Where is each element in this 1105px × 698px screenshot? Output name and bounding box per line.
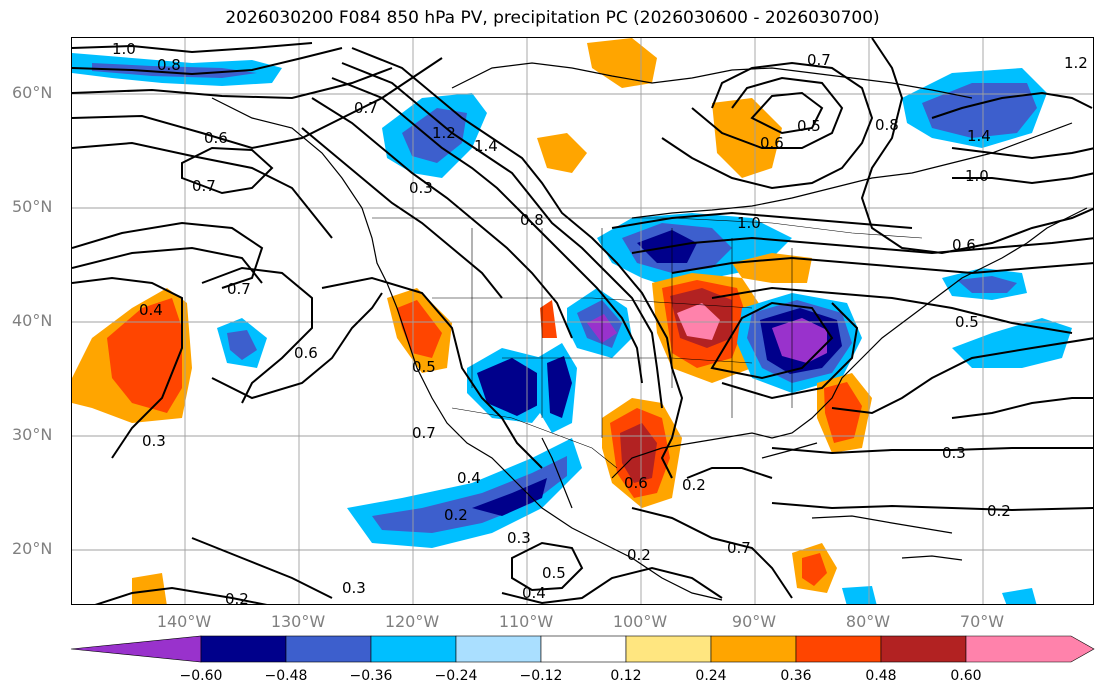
colorbar-cell [200, 635, 287, 663]
contour-label: 0.7 [727, 539, 751, 557]
contour-label: 0.8 [520, 211, 544, 229]
colorbar-cell [285, 635, 372, 663]
contour-label: 0.3 [142, 432, 166, 450]
contour-label: 1.0 [965, 167, 989, 185]
map-panel: 1.0 0.8 0.7 0.6 0.7 1.2 1.4 0.3 0.8 0.4 … [71, 37, 1094, 605]
contour-label: 0.6 [204, 129, 228, 147]
pv-contours [72, 38, 1093, 604]
contour-label: 0.7 [192, 177, 216, 195]
contour-label: 0.7 [354, 99, 378, 117]
colorbar-tick: −0.48 [264, 668, 308, 684]
contour-label: 0.2 [682, 476, 706, 494]
contour-label: 1.2 [432, 124, 456, 142]
colorbar-cell [880, 635, 967, 663]
colorbar-cell [70, 635, 202, 663]
contour-label: 1.0 [737, 214, 761, 232]
contour-label: 0.4 [139, 301, 163, 319]
colorbar-tick: −0.12 [519, 668, 563, 684]
contour-label: 0.6 [294, 344, 318, 362]
lat-label-50n: 50°N [12, 197, 53, 216]
coastlines [211, 62, 1088, 601]
contour-label: 0.5 [542, 564, 566, 582]
contour-label: 0.4 [457, 469, 481, 487]
colorbar-tick: 0.12 [610, 668, 642, 684]
contour-label: 1.2 [1064, 54, 1088, 72]
contour-label: 0.4 [522, 584, 546, 602]
contour-label: 0.5 [955, 313, 979, 331]
lat-label-20n: 20°N [12, 539, 53, 558]
contour-label: 0.5 [412, 358, 436, 376]
contour-label: 0.3 [507, 529, 531, 547]
colorbar-tick: 0.24 [695, 668, 727, 684]
contour-label: 0.6 [952, 236, 976, 254]
lon-label-80w: 80°W [845, 612, 891, 631]
contour-labels: 1.0 0.8 0.7 0.6 0.7 1.2 1.4 0.3 0.8 0.4 … [112, 40, 1088, 605]
contour-label: 1.4 [967, 127, 991, 145]
contour-label: 0.5 [797, 117, 821, 135]
contour-label: 0.2 [627, 546, 651, 564]
colorbar-tick: 0.60 [950, 668, 982, 684]
contour-label: 0.3 [409, 179, 433, 197]
contour-label: 0.2 [444, 506, 468, 524]
contour-label: 0.3 [342, 579, 366, 597]
map-svg: 1.0 0.8 0.7 0.6 0.7 1.2 1.4 0.3 0.8 0.4 … [72, 38, 1093, 605]
contour-label: 0.7 [227, 280, 251, 298]
colorbar-tick: −0.24 [434, 668, 478, 684]
colorbar-tick: 0.36 [780, 668, 812, 684]
colorbar-cell [965, 635, 1095, 663]
contour-label: 1.4 [474, 137, 498, 155]
contour-label: 0.6 [760, 134, 784, 152]
colorbar-tick: 0.48 [865, 668, 897, 684]
contour-label: 0.7 [807, 51, 831, 69]
lon-label-110w: 110°W [498, 612, 554, 631]
precip-shading [72, 38, 1072, 604]
contour-label: 0.2 [225, 590, 249, 605]
lon-label-70w: 70°W [959, 612, 1005, 631]
colorbar-cell [540, 635, 627, 663]
contour-label: 0.8 [157, 56, 181, 74]
lon-label-130w: 130°W [270, 612, 326, 631]
lon-label-100w: 100°W [612, 612, 668, 631]
contour-label: 1.0 [112, 40, 136, 58]
lat-label-40n: 40°N [12, 311, 53, 330]
lon-label-120w: 120°W [384, 612, 440, 631]
contour-label: 0.7 [412, 424, 436, 442]
colorbar-cell [455, 635, 542, 663]
colorbar-cell [795, 635, 882, 663]
lat-label-30n: 30°N [12, 425, 53, 444]
map-title: 2026030200 F084 850 hPa PV, precipitatio… [225, 8, 880, 28]
lon-label-140w: 140°W [156, 612, 212, 631]
lat-label-60n: 60°N [12, 83, 53, 102]
colorbar-cell [625, 635, 712, 663]
lon-label-90w: 90°W [731, 612, 777, 631]
colorbar-cell [710, 635, 797, 663]
contour-label: 0.3 [942, 444, 966, 462]
colorbar-tick: −0.60 [179, 668, 223, 684]
graticule [72, 38, 1093, 604]
contour-label: 0.8 [875, 116, 899, 134]
contour-label: 0.6 [624, 474, 648, 492]
colorbar-cell [370, 635, 457, 663]
colorbar [70, 635, 1095, 663]
colorbar-tick: −0.36 [349, 668, 393, 684]
contour-label: 0.2 [987, 502, 1011, 520]
